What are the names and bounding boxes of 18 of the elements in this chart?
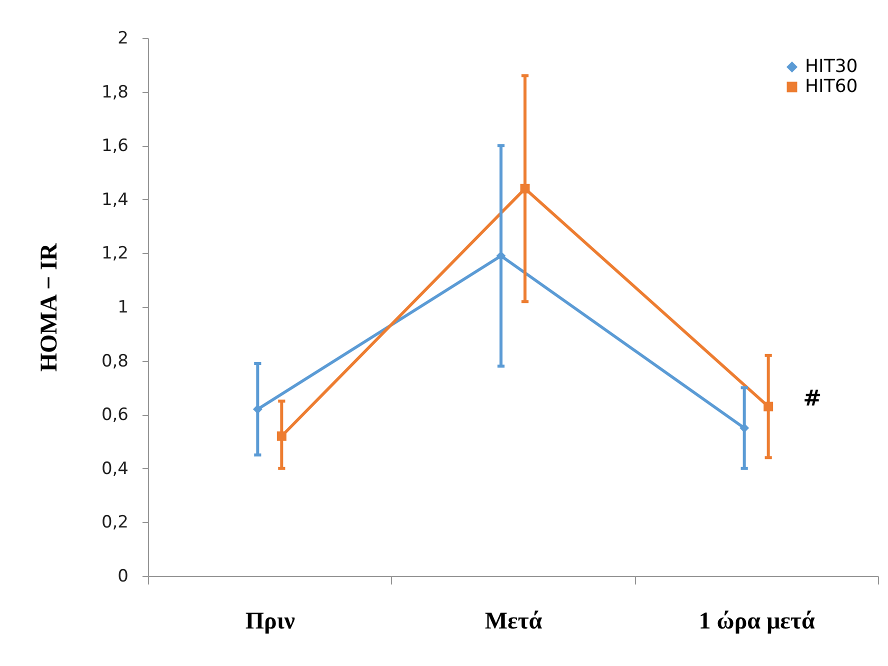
y-tick-label: 1,8 <box>101 82 128 102</box>
y-tick-label: 0 <box>118 566 128 586</box>
legend-label: HIT60 <box>805 76 858 97</box>
x-tick-label: 1 ώρα μετά <box>698 608 816 634</box>
legend-label: HIT30 <box>805 56 858 77</box>
x-tick-label: Μετά <box>484 608 543 634</box>
y-tick-label: 0,6 <box>101 405 128 426</box>
y-tick-label: 1 <box>118 298 128 318</box>
y-tick-label: 1,2 <box>101 244 128 264</box>
x-tick-label: Πριν <box>245 608 296 634</box>
y-tick-label: 0,8 <box>101 351 128 372</box>
annotation: # <box>803 386 822 412</box>
y-tick-label: 1,4 <box>101 190 128 210</box>
y-tick-label: 0,4 <box>101 458 128 479</box>
y-tick-label: 1,6 <box>101 136 128 156</box>
y-tick-label: 2 <box>118 28 128 48</box>
y-axis-title: HOMA − IR <box>36 242 62 372</box>
y-tick-label: 0,2 <box>101 512 128 533</box>
